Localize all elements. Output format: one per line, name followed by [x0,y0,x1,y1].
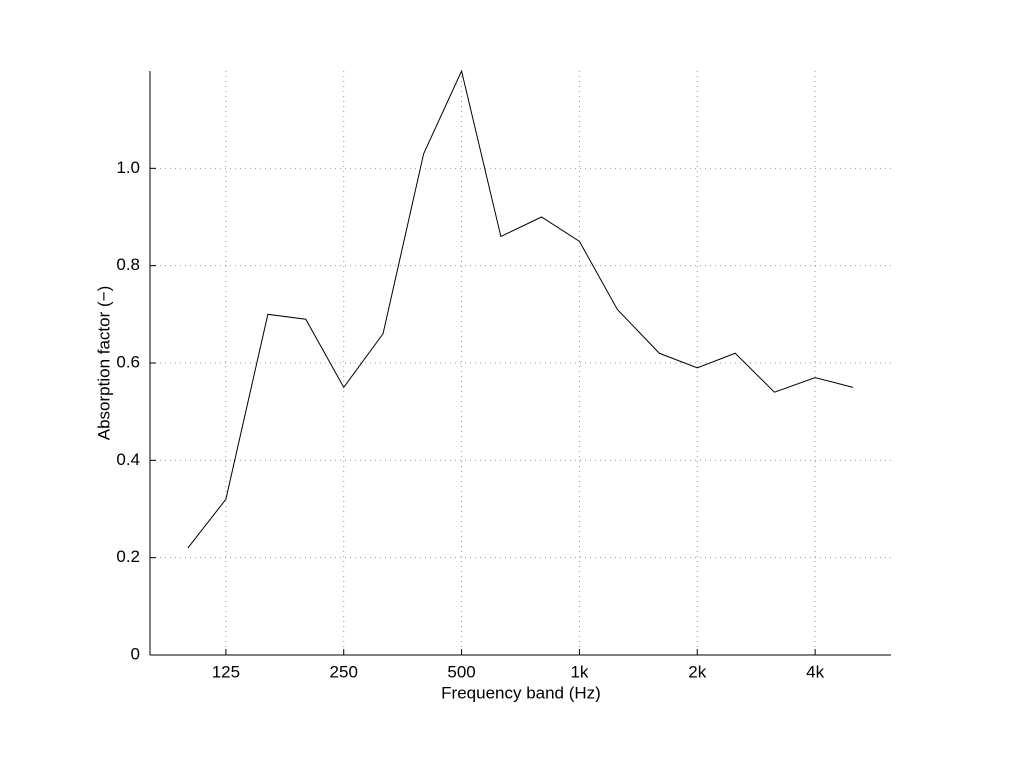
y-axis-label: Absorption factor (−) [94,286,113,441]
y-tick-label: 0 [131,644,140,663]
x-tick-label: 2k [688,662,706,681]
x-axis-label: Frequency band (Hz) [441,683,601,702]
y-tick-label: 1.0 [116,158,140,177]
y-tick-label: 0.2 [116,547,140,566]
y-tick-label: 0.6 [116,352,140,371]
y-tick-label: 0.4 [116,450,140,469]
y-tick-label: 0.8 [116,255,140,274]
x-tick-label: 4k [806,662,824,681]
data-line [187,69,854,549]
x-tick-label: 250 [330,662,358,681]
x-tick-label: 125 [212,662,240,681]
x-tick-label: 500 [447,662,475,681]
x-tick-label: 1k [570,662,588,681]
